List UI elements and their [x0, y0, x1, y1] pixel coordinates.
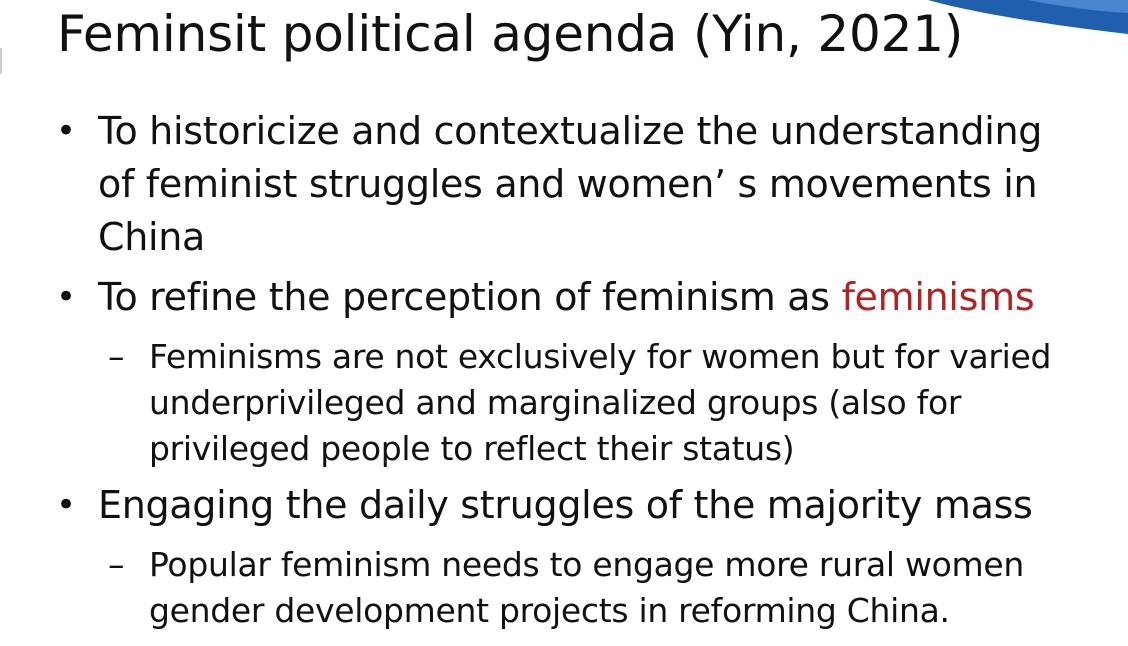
sub-bullet-text: Feminisms are not exclusively for women … — [149, 337, 1052, 468]
bullet-text-highlight: feminisms — [841, 275, 1035, 319]
corner-swoosh-decoration — [928, 0, 1128, 34]
bullet-dot: • — [56, 111, 77, 151]
bullet-text-prefix: To refine the perception of feminism as — [98, 275, 842, 319]
bullet-text: Engaging the daily struggles of the majo… — [98, 483, 1033, 527]
sub-bullet-dash: – — [108, 337, 125, 376]
slide-title: Feminsit political agenda (Yin, 2021) — [57, 5, 964, 63]
bullet-dot: • — [56, 485, 77, 525]
sub-bullet-dash: – — [108, 545, 125, 584]
bullet-text: To historicize and contextualize the und… — [98, 109, 1043, 259]
left-edge-mark — [0, 48, 2, 74]
bullet-dot: • — [56, 277, 77, 317]
sub-bullet-text: Popular feminism needs to engage more ru… — [149, 545, 1025, 630]
bullet-text: To refine the perception of feminism as … — [98, 271, 1083, 324]
